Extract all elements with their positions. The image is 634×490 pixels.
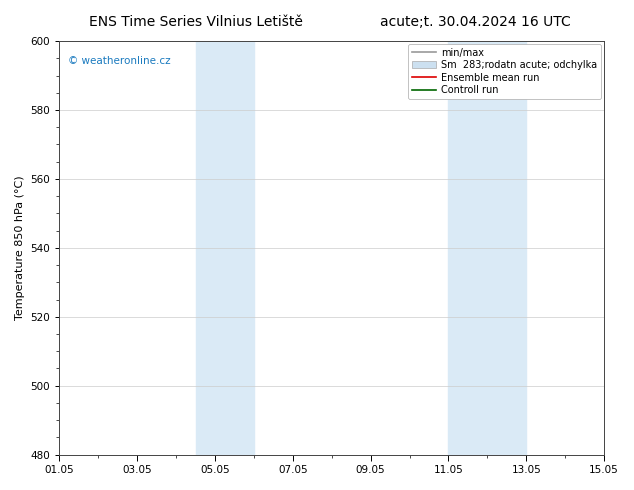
Legend: min/max, Sm  283;rodatn acute; odchylka, Ensemble mean run, Controll run: min/max, Sm 283;rodatn acute; odchylka, … [408, 44, 601, 99]
Text: © weatheronline.cz: © weatheronline.cz [67, 55, 170, 66]
Bar [195, 41, 254, 455]
Y-axis label: Temperature 850 hPa (°C): Temperature 850 hPa (°C) [15, 175, 25, 320]
Text: ENS Time Series Vilnius Letiště: ENS Time Series Vilnius Letiště [89, 15, 302, 29]
Text: acute;t. 30.04.2024 16 UTC: acute;t. 30.04.2024 16 UTC [380, 15, 571, 29]
Bar [448, 41, 526, 455]
